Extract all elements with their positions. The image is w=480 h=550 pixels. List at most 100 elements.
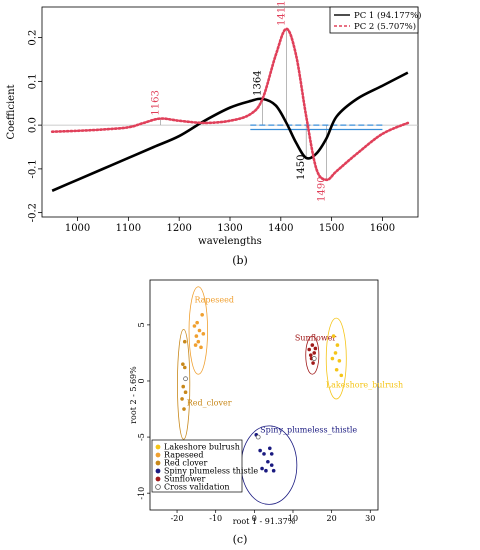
cross-validation-point (255, 434, 261, 440)
legend-marker-c (155, 452, 161, 458)
group-label: Spiny_plumeless_thistle (260, 426, 357, 435)
data-point (196, 339, 201, 344)
panel-label-c: (c) (233, 533, 248, 546)
group-label: Rapeseed (194, 295, 234, 304)
y-tick-label-b: 0.2 (28, 30, 39, 46)
data-point (193, 343, 198, 347)
data-point (335, 343, 340, 347)
data-point (258, 448, 262, 453)
data-point (195, 320, 199, 325)
data-point (181, 362, 185, 366)
x-tick-label-b: 1500 (319, 223, 344, 234)
group-ellipse (240, 425, 298, 505)
data-point (199, 345, 203, 350)
y-tick-label-b: -0.2 (28, 203, 39, 222)
data-point (310, 343, 315, 347)
y-tick-label-b: 0.1 (28, 73, 39, 89)
legend-label-c: Spiny plumeless thistle (164, 467, 258, 476)
data-point (313, 346, 318, 351)
data-point (307, 347, 312, 352)
group-label: Red_clover (187, 399, 232, 408)
data-point (269, 463, 274, 467)
legend-label-c: Rapeseed (164, 451, 204, 460)
x-tick-label-b: 1000 (65, 223, 90, 234)
data-point (334, 367, 339, 372)
legend-label-b: PC 2 (5.707%) (354, 21, 416, 32)
data-point (182, 339, 187, 344)
data-point (269, 452, 274, 456)
data-point (182, 365, 187, 370)
plot-frame-c (149, 279, 379, 511)
legend-marker-c (155, 460, 161, 466)
y-axis-label-b: Coefficient (6, 84, 17, 139)
legend-label-c: Cross validation (164, 483, 230, 492)
x-tick-label-c: -20 (171, 514, 184, 523)
data-point (194, 334, 199, 338)
data-point (183, 390, 188, 394)
panel-label-b: (b) (232, 254, 248, 267)
data-point (266, 459, 270, 464)
group-ellipse (305, 335, 320, 375)
legend-label-c: Sunflower (164, 475, 206, 484)
y-tick-label-b: -0.1 (28, 159, 39, 178)
series-line-pc1 (51, 71, 409, 192)
data-point (201, 332, 206, 336)
legend-marker-c (155, 476, 161, 482)
data-point (308, 353, 313, 357)
x-tick-label-c: 10 (288, 514, 298, 523)
data-point (264, 468, 268, 473)
data-point (267, 446, 272, 451)
legend-marker-c (155, 444, 161, 450)
discriminant-scatter-chart: -20 -10 0 10 20 30 -10 -5 0 5 Rapeseed Red_clover S… (129, 279, 403, 546)
legend-b: PC 1 (94.177%)PC 2 (5.707%) (329, 6, 422, 34)
reference-lines (250, 124, 383, 131)
y-tick-label-c: 0 (137, 378, 146, 383)
annotation-label: 1490 (317, 176, 328, 201)
data-point (339, 373, 344, 378)
legend-label-b: PC 1 (94.177%) (354, 10, 422, 21)
cross-validation-point (183, 376, 188, 382)
annotation-label: 1163 (150, 90, 161, 115)
x-tick-label-b: 1100 (116, 223, 141, 234)
data-point (262, 452, 266, 456)
data-point (197, 328, 202, 333)
group-ellipse (188, 286, 208, 375)
x-axis-label-b: wavelengths (198, 236, 262, 247)
y-tick-label-c: -10 (137, 487, 146, 500)
legend-box-b (329, 6, 419, 34)
y-tick-label-b: 0.0 (28, 117, 39, 133)
data-point (312, 351, 317, 355)
data-point (192, 324, 197, 328)
pc-coefficient-chart: 1000 1100 1200 1300 1400 1500 1600 -0.2 -0.1 0.0 0… (6, 0, 422, 267)
data-point (180, 397, 184, 401)
cross-validation-point (311, 356, 317, 361)
x-axis-label-c: root 1 - 91.37% (233, 517, 296, 526)
series-line-pc2 (50, 27, 410, 182)
annotation-label: 1411 (276, 0, 287, 25)
y-axis-label-c: root 2 - 5.69% (129, 366, 138, 424)
x-tick-label-b: 1200 (166, 223, 191, 234)
data-point (330, 356, 335, 361)
legend-marker-c (155, 468, 161, 474)
data-point (200, 312, 204, 317)
x-tick-label-b: 1600 (370, 223, 395, 234)
data-point (182, 407, 186, 411)
x-tick-label-c: 0 (252, 514, 257, 523)
data-point (271, 468, 276, 473)
x-tick-label-c: 20 (327, 514, 337, 523)
group-ellipse (177, 328, 191, 440)
data-point (260, 466, 264, 471)
x-tick-label-c: -10 (209, 514, 222, 523)
legend-marker-c (155, 484, 161, 490)
y-tick-label-c: 5 (137, 322, 146, 327)
data-point (181, 384, 186, 389)
data-point (311, 361, 315, 365)
group-label: Lakeshore_bulrush (326, 381, 403, 390)
legend-label-c: Red clover (164, 459, 208, 468)
annotation-label: 1364 (253, 70, 264, 95)
data-point (337, 358, 342, 363)
group-label: Sunflower (295, 334, 337, 343)
x-tick-label-b: 1400 (268, 223, 293, 234)
